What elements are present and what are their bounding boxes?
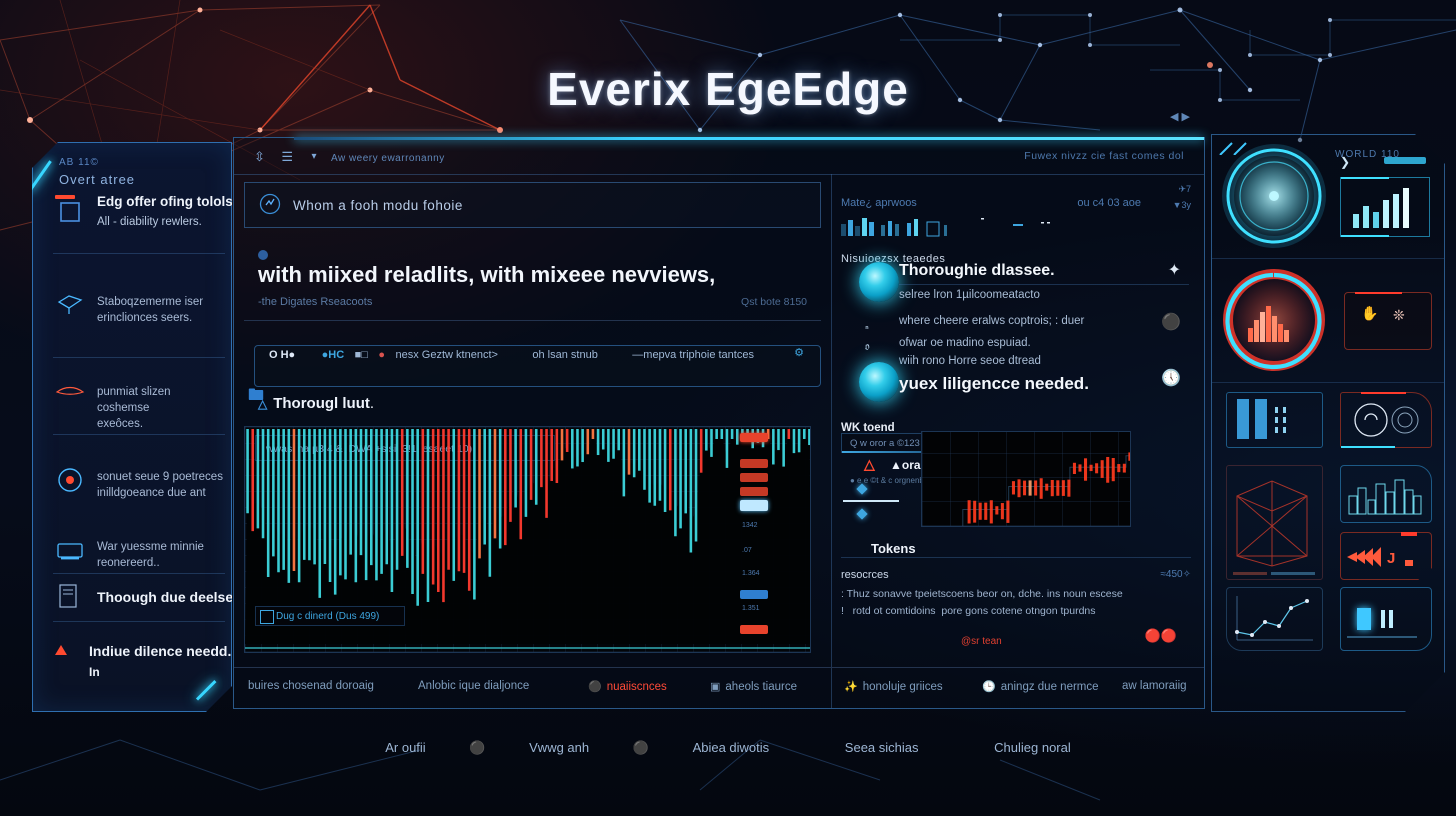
svg-text:J: J: [1387, 550, 1395, 567]
